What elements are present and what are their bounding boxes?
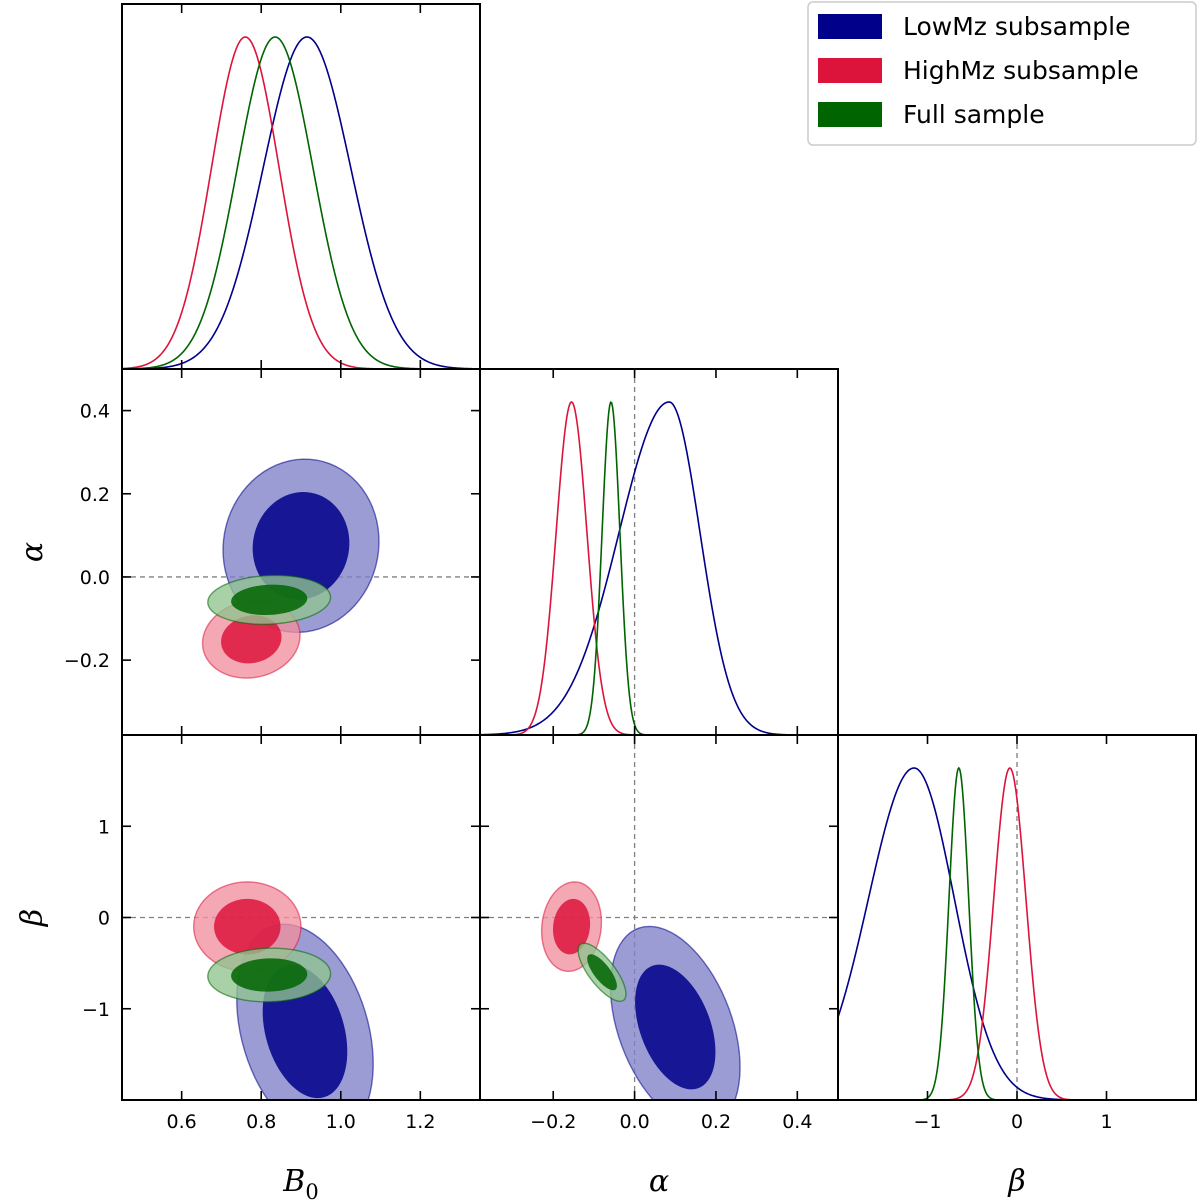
contour-68-alpha_beta-series-2 <box>587 954 617 991</box>
y-tick-label-alpha: 0.4 <box>80 401 110 423</box>
panel-content <box>838 735 1196 1100</box>
contour-68-alpha_beta-series-1 <box>552 898 591 955</box>
legend: LowMz subsample HighMz subsample Full samp… <box>807 1 1197 146</box>
y-tick-label-alpha: 0.0 <box>80 567 110 589</box>
x-tick-label-B0: 1.0 <box>326 1111 356 1133</box>
contour-68-B0_alpha-series-2 <box>231 584 308 615</box>
legend-label-series-1: HighMz subsample <box>903 56 1139 85</box>
x-axis-label-beta: β <box>1007 1164 1025 1199</box>
y-axis-label-alpha: α <box>15 542 50 562</box>
x-tick-label-beta: 1 <box>1100 1111 1112 1133</box>
panel-B0-vs-B0 <box>121 3 481 370</box>
panel-content <box>122 458 480 679</box>
y-axis-label-main: α <box>15 542 50 562</box>
x-axis-label-alpha: α <box>649 1164 669 1199</box>
contour-68-B0_beta-series-1 <box>214 898 281 955</box>
x-tick-label-alpha: 0.0 <box>619 1111 649 1133</box>
contour-68-B0_beta-series-2 <box>231 958 308 992</box>
contour-68-B0_alpha-series-0 <box>252 492 350 600</box>
panel-beta-vs-alpha: −0.2 0.0 0.2 0.4 α <box>479 734 839 1199</box>
x-tick-label-B0: 1.2 <box>405 1111 435 1133</box>
legend-label-series-2: Full sample <box>903 100 1045 129</box>
panel-content <box>122 881 480 1100</box>
legend-swatch-series-2 <box>818 102 882 127</box>
contour-68-B0_alpha-series-1 <box>221 615 282 664</box>
panel-background <box>122 4 480 369</box>
panel-beta-vs-beta: −1 0 1 β <box>837 734 1197 1199</box>
y-axis-label-beta: β <box>15 909 50 927</box>
x-tick-label-B0: 0.8 <box>246 1111 276 1133</box>
y-axis-label-main: β <box>15 909 50 927</box>
x-tick-label-B0: 0.6 <box>167 1111 197 1133</box>
x-tick-label-alpha: 0.4 <box>782 1111 812 1133</box>
x-axis-label-B0: B0 <box>282 1164 318 1203</box>
x-axis-label-subscript: 0 <box>305 1180 318 1203</box>
x-axis-label-main: β <box>1007 1164 1025 1199</box>
marginal-curve-alpha-series-1 <box>480 401 838 735</box>
legend-label-series-0: LowMz subsample <box>903 12 1131 41</box>
contour-68-alpha_beta-series-0 <box>635 964 716 1090</box>
legend-swatch-series-1 <box>818 58 882 83</box>
x-tick-label-alpha: −0.2 <box>530 1111 576 1133</box>
panel-background <box>480 369 838 735</box>
y-tick-label-alpha: −0.2 <box>64 650 110 672</box>
legend-frame <box>807 1 1197 146</box>
panel-content <box>480 735 838 1100</box>
marginal-curve-beta-series-1 <box>838 767 1196 1100</box>
panel-alpha-vs-alpha <box>479 368 839 736</box>
panel-alpha-vs-B0: −0.2 0.0 0.2 0.4 α <box>15 368 481 736</box>
y-tick-label-beta: 0 <box>98 908 110 930</box>
x-tick-label-beta: 0 <box>1011 1111 1023 1133</box>
y-tick-label-alpha: 0.2 <box>80 484 110 506</box>
x-axis-label-main: B <box>282 1164 305 1199</box>
y-tick-label-beta: −1 <box>82 999 110 1021</box>
x-tick-label-beta: −1 <box>913 1111 941 1133</box>
y-tick-label-beta: 1 <box>98 816 110 838</box>
x-axis-label-main: α <box>649 1164 669 1199</box>
marginal-curve-beta-series-0 <box>838 767 1196 1100</box>
x-tick-label-alpha: 0.2 <box>701 1111 731 1133</box>
legend-swatch-series-0 <box>818 14 882 39</box>
marginal-curve-B0-series-1 <box>122 36 480 369</box>
